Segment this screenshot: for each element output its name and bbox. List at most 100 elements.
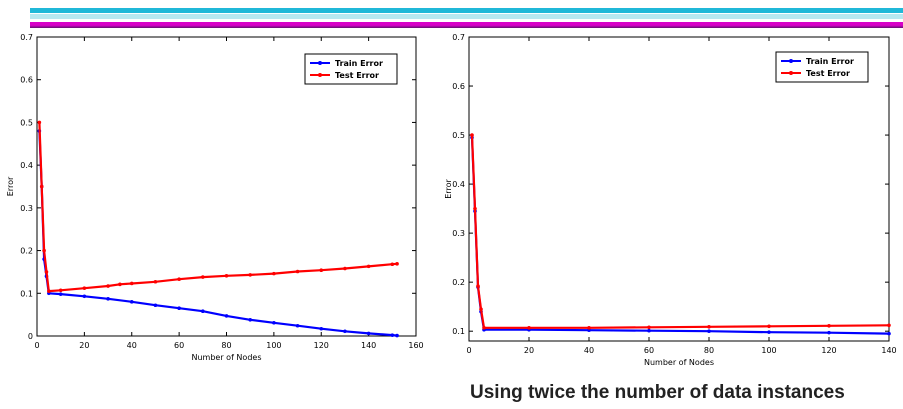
y-tick-label: 0.4 [452,180,465,189]
y-tick-label: 0.6 [20,76,33,85]
legend-label: Test Error [335,71,379,80]
x-tick-label: 80 [221,341,231,350]
legend-marker [789,59,793,63]
data-point-train [390,333,395,337]
data-point-test [647,325,651,330]
data-point-test [42,248,46,253]
y-tick-label: 0.7 [20,33,33,42]
y-tick-label: 0.5 [452,131,465,140]
data-point-test [201,275,205,279]
x-tick-label: 120 [821,346,836,355]
x-tick-label: 100 [761,346,776,355]
y-tick-label: 0.4 [20,161,33,170]
data-point-test [106,284,110,288]
chart-left-train-test-error: 0 20 40 60 80 100 120 140 160 0 0.1 0.2 0.3 0.4 0.5 0.6… [6,33,424,362]
data-point-test [479,307,483,311]
y-tick-label: 0.2 [20,247,33,256]
legend-marker [789,71,793,75]
data-point-test [295,269,300,274]
header-bar-cyan [30,8,903,13]
legend-marker [318,61,322,65]
data-point-train [248,317,252,322]
chart-right-train-test-error: 0 20 40 60 80 100 120 140 0.1 0.2 0.3 0.4 0.5 0.6 0.7 N… [444,33,897,367]
data-point-test [37,120,42,125]
x-tick-label: 40 [127,341,137,350]
y-tick-label: 0.1 [452,327,465,336]
data-point-train [177,306,181,311]
x-tick-label: 140 [881,346,896,355]
data-point-test [587,325,591,330]
y-tick-label: 0.3 [20,204,33,213]
plot-frame [468,36,890,342]
series-line-test [470,135,890,329]
y-tick-label: 0 [28,332,33,341]
x-tick-label: 120 [314,341,329,350]
x-tick-label: 100 [266,341,281,350]
data-point-train [295,323,300,328]
data-point-test [473,206,477,211]
data-point-test [153,279,158,284]
data-point-test [272,271,276,276]
legend-label: Train Error [335,59,383,68]
legend-label: Test Error [806,69,850,78]
legend-label: Train Error [806,57,854,66]
data-point-train [319,326,324,331]
data-point-test [827,324,831,328]
data-point-train [366,331,371,336]
data-point-test [39,184,44,189]
data-point-train [647,328,651,333]
data-point-train [707,329,711,333]
data-point-test [177,277,181,281]
data-point-test [470,133,474,137]
data-point-train [58,292,63,296]
x-tick-label: 0 [34,341,39,350]
data-point-test [58,288,63,293]
data-point-test [224,273,229,278]
data-point-train [887,331,891,336]
header-bar-magenta [30,22,903,28]
x-tick-label: 0 [466,346,471,355]
x-tick-label: 40 [584,346,594,355]
data-point-train [767,330,771,334]
y-tick-label: 0.3 [452,229,465,238]
x-tick-label: 20 [79,341,89,350]
data-point-test [482,325,486,330]
data-point-test [476,284,480,288]
data-point-test [527,325,531,330]
data-point-test [319,268,324,273]
data-point-train [153,303,158,308]
data-point-test [767,324,771,329]
data-point-train [827,330,831,335]
data-point-test [395,262,399,266]
data-point-test [343,266,347,271]
data-point-train [272,320,276,325]
data-point-train [343,329,347,334]
data-point-test [118,282,122,287]
data-point-test [887,323,891,328]
series-line-train [470,137,890,335]
data-point-train [106,297,110,301]
data-point-test [44,270,49,274]
x-tick-label: 60 [644,346,654,355]
data-point-test [82,286,87,290]
data-point-test [129,281,134,286]
x-tick-label: 80 [704,346,714,355]
y-tick-label: 0.6 [452,82,465,91]
caption: Using twice the number of data instances [470,382,845,403]
data-point-train [224,314,229,318]
x-tick-label: 140 [361,341,376,350]
y-axis-label: Error [6,176,15,196]
data-point-train [82,294,87,299]
legend-box [775,51,869,83]
x-tick-label: 20 [524,346,534,355]
data-point-test [248,273,252,277]
y-tick-label: 0.1 [20,289,33,298]
data-point-test [707,324,711,329]
data-point-test [390,262,395,267]
data-point-test [366,264,371,269]
data-point-train [129,300,134,304]
x-tick-label: 60 [174,341,184,350]
y-tick-label: 0.2 [452,278,465,287]
legend-marker [318,73,322,77]
x-axis-label: Number of Nodes [192,353,262,362]
